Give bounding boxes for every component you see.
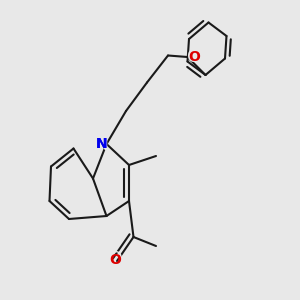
Text: O: O [109,250,122,268]
Text: O: O [110,253,122,266]
Text: O: O [187,48,201,66]
Text: O: O [188,50,200,64]
Text: N: N [95,137,107,151]
Text: N: N [94,134,108,154]
Text: N: N [95,137,107,151]
